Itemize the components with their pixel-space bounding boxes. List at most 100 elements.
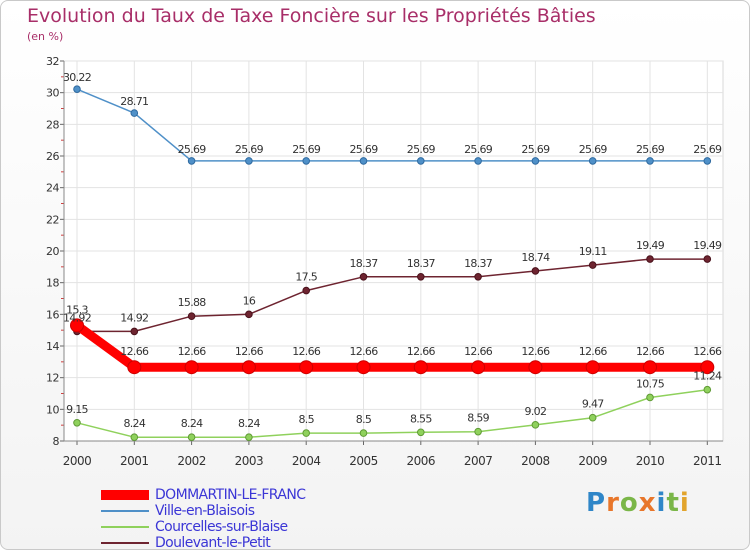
axis-layer: 8 10 12 14 16 18 20 22 24 26 28 30 32 2000 2001 2002 200… [46, 55, 723, 468]
series-point-3 [531, 267, 540, 275]
series-point-1 [417, 157, 425, 165]
series-point-1 [302, 157, 311, 165]
data-label-0: 12.66 [521, 345, 550, 358]
series-point-1 [646, 157, 654, 165]
series-point-0 [471, 360, 486, 375]
series-point-0 [184, 360, 199, 375]
chart-subtitle: (en %) [27, 30, 64, 43]
y-tick-label: 22 [46, 213, 59, 226]
data-label-3: 18.74 [521, 251, 550, 264]
series-point-1 [531, 157, 540, 165]
x-tick-label: 2010 [636, 454, 665, 468]
series-point-1 [703, 157, 712, 165]
series-line-2 [76, 388, 709, 438]
data-label-2: 8.59 [467, 412, 489, 425]
x-tick-label: 2002 [177, 454, 206, 468]
series-point-2 [703, 385, 712, 394]
label-layer: 30.22 28.71 25.69 25.69 25.69 25.69 25.69 25.69… [63, 71, 723, 430]
series-point-2 [474, 427, 482, 436]
data-label-2: 9.02 [525, 405, 547, 418]
data-label-3: 17.5 [295, 271, 317, 284]
data-label-1: 25.69 [521, 143, 550, 156]
y-tick-label: 8 [53, 435, 60, 448]
series-point-2 [130, 433, 139, 442]
data-label-1: 25.69 [464, 143, 493, 156]
data-label-2: 11.24 [693, 370, 722, 383]
series-point-1 [359, 157, 368, 165]
y-tick-label: 20 [46, 245, 59, 258]
data-label-1: 30.22 [63, 71, 91, 84]
series-line-3 [76, 258, 709, 333]
series-point-3 [302, 286, 311, 295]
data-label-3: 14.92 [120, 311, 148, 324]
series-point-1 [588, 157, 597, 165]
series-point-1 [130, 109, 139, 117]
legend-item-ville[interactable]: Ville-en-Blaisois [101, 503, 305, 519]
legend-swatch-ville [101, 510, 149, 512]
data-label-2: 8.24 [123, 417, 145, 430]
x-tick-label: 2004 [292, 454, 321, 468]
y-tick-label: 32 [46, 55, 59, 68]
data-label-0: 12.66 [235, 345, 264, 358]
legend-label-doulevant: Doulevant-le-Petit [155, 535, 271, 551]
series-point-2 [531, 421, 540, 429]
legend-swatch-doulevant [101, 542, 149, 544]
x-tick-label: 2001 [120, 454, 149, 468]
data-label-0: 12.66 [407, 345, 436, 358]
data-label-0: 12.66 [350, 345, 379, 358]
series-point-2 [646, 393, 654, 402]
x-tick-label: 2000 [63, 454, 92, 468]
y-tick-label: 12 [46, 372, 59, 385]
series-point-0 [528, 360, 543, 375]
legend-item-courcelles[interactable]: Courcelles-sur-Blaise [101, 519, 305, 535]
x-tick-label: 2008 [521, 454, 550, 468]
grid-layer [63, 60, 724, 442]
x-tick-label: 2007 [464, 454, 493, 468]
series-point-0 [70, 318, 84, 333]
data-label-2: 8.24 [238, 417, 260, 430]
data-label-2: 10.75 [636, 377, 665, 390]
data-label-3: 19.11 [579, 245, 607, 258]
y-tick-label: 28 [46, 118, 59, 131]
series-point-2 [73, 418, 81, 427]
data-label-1: 25.69 [235, 143, 264, 156]
y-tick-label: 30 [46, 87, 59, 100]
series-point-3 [588, 261, 597, 269]
series-point-3 [359, 273, 368, 281]
legend-item-doulevant[interactable]: Doulevant-le-Petit [101, 535, 305, 551]
series-point-0 [700, 360, 715, 375]
series-point-0 [299, 360, 314, 375]
series-point-2 [245, 433, 253, 442]
legend-label-courcelles: Courcelles-sur-Blaise [155, 519, 288, 535]
data-label-1: 25.69 [292, 143, 321, 156]
legend-label-dommartin: DOMMARTIN-LE-FRANC [155, 487, 306, 503]
series-point-3 [245, 310, 253, 319]
y-tick-label: 16 [46, 308, 59, 321]
data-label-3: 18.37 [464, 257, 493, 270]
y-tick-label: 18 [46, 277, 59, 290]
series-point-3 [187, 312, 196, 321]
data-label-1: 25.69 [693, 143, 722, 156]
series-line-0 [72, 320, 712, 372]
data-label-0: 15.3 [66, 303, 88, 316]
x-tick-label: 2011 [693, 454, 722, 468]
data-label-1: 28.71 [120, 95, 148, 108]
series-line-1 [76, 88, 709, 162]
y-tick-label: 24 [46, 182, 59, 195]
data-label-1: 25.69 [407, 143, 436, 156]
series-point-3 [646, 255, 654, 263]
series-point-0 [643, 360, 657, 375]
data-label-0: 12.66 [693, 345, 722, 358]
series-point-2 [359, 429, 368, 437]
legend-item-dommartin[interactable]: DOMMARTIN-LE-FRANC [101, 487, 306, 503]
data-label-3: 19.49 [693, 239, 722, 252]
data-label-1: 25.69 [636, 143, 665, 156]
series-layer [70, 85, 715, 442]
chart-title: Evolution du Taux de Taxe Foncière sur l… [27, 5, 596, 27]
series-point-2 [302, 429, 311, 437]
data-label-2: 8.5 [356, 413, 372, 426]
data-label-3: 19.49 [636, 239, 665, 252]
data-label-3: 16 [243, 294, 256, 307]
series-point-2 [588, 413, 597, 422]
